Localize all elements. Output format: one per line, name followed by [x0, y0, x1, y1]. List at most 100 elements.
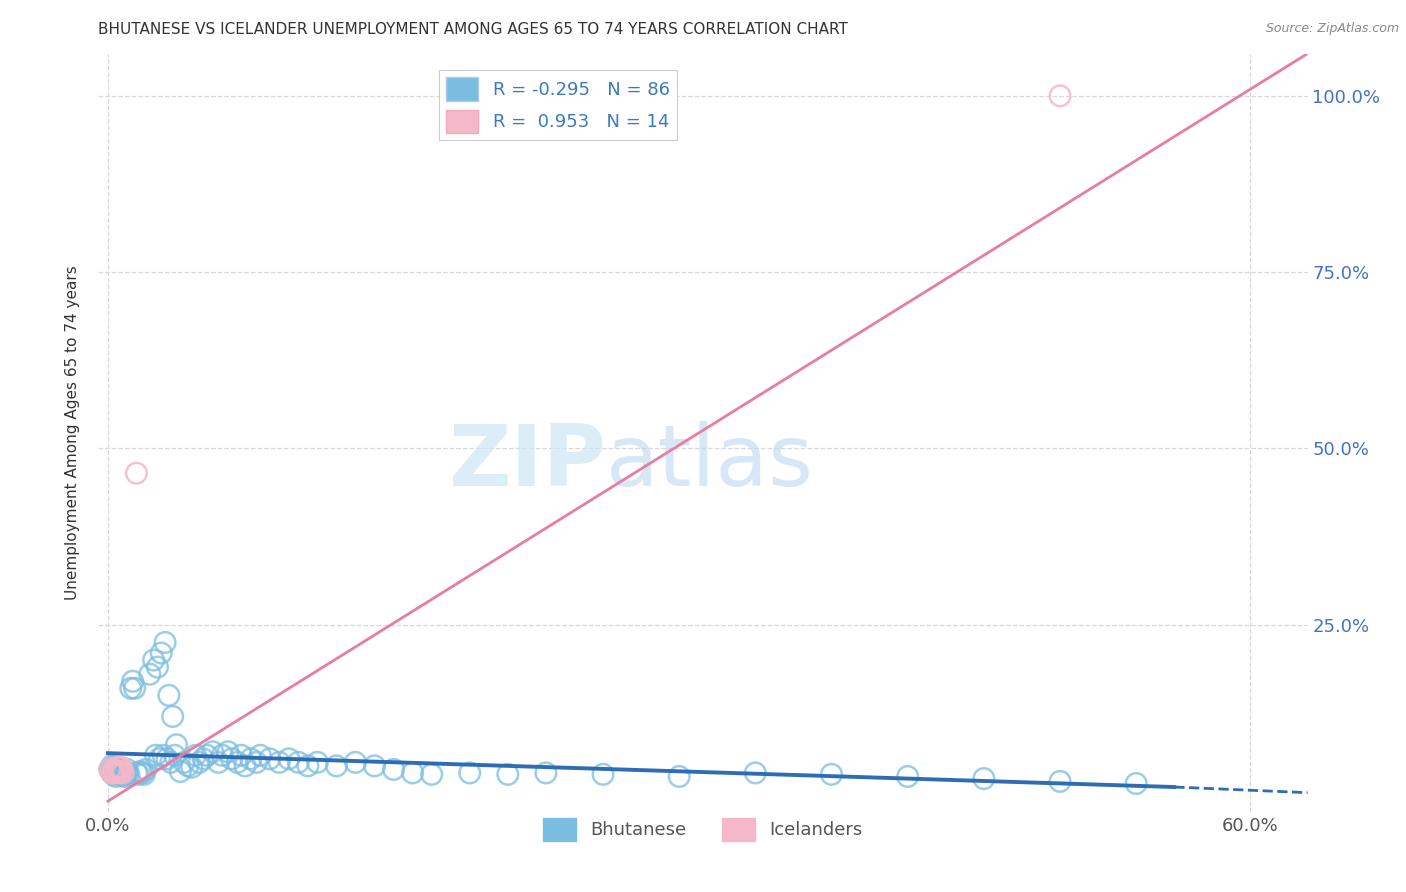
Point	[169, 764, 191, 779]
Point	[104, 769, 127, 783]
Point	[287, 756, 309, 770]
Point	[1125, 776, 1147, 790]
Point	[112, 766, 135, 780]
Point	[150, 646, 173, 660]
Point	[156, 752, 179, 766]
Point	[188, 756, 211, 770]
Point	[103, 766, 125, 780]
Point	[269, 756, 291, 770]
Point	[325, 759, 347, 773]
Point	[152, 748, 174, 763]
Point	[363, 759, 385, 773]
Point	[180, 760, 202, 774]
Point	[142, 653, 165, 667]
Point	[104, 766, 127, 780]
Point	[139, 667, 162, 681]
Point	[496, 767, 519, 781]
Point	[103, 764, 125, 779]
Point	[820, 767, 842, 781]
Point	[118, 767, 141, 781]
Point	[100, 766, 122, 780]
Point	[382, 763, 405, 777]
Point	[107, 767, 129, 781]
Point	[173, 756, 195, 770]
Point	[131, 766, 153, 780]
Point	[184, 748, 207, 763]
Point	[112, 769, 135, 783]
Point	[145, 748, 167, 763]
Point	[135, 763, 157, 777]
Point	[668, 769, 690, 783]
Point	[973, 772, 995, 786]
Point	[134, 767, 156, 781]
Point	[129, 764, 152, 779]
Point	[121, 674, 143, 689]
Point	[297, 759, 319, 773]
Point	[103, 760, 125, 774]
Point	[107, 764, 129, 779]
Point	[104, 763, 127, 777]
Point	[162, 709, 184, 723]
Point	[115, 766, 138, 780]
Point	[191, 752, 214, 766]
Point	[146, 660, 169, 674]
Point	[211, 748, 233, 763]
Legend: Bhutanese, Icelanders: Bhutanese, Icelanders	[536, 811, 870, 848]
Point	[98, 763, 121, 777]
Point	[221, 752, 243, 766]
Point	[107, 760, 129, 774]
Text: ZIP: ZIP	[449, 421, 606, 505]
Point	[239, 752, 262, 766]
Point	[233, 759, 256, 773]
Point	[98, 763, 121, 777]
Point	[125, 466, 148, 480]
Point	[420, 767, 443, 781]
Point	[1049, 774, 1071, 789]
Text: Source: ZipAtlas.com: Source: ZipAtlas.com	[1265, 22, 1399, 36]
Point	[110, 764, 132, 779]
Point	[112, 766, 135, 780]
Point	[110, 767, 132, 781]
Point	[114, 769, 136, 783]
Point	[108, 766, 131, 780]
Point	[163, 748, 186, 763]
Point	[592, 767, 614, 781]
Point	[166, 738, 188, 752]
Point	[125, 766, 148, 780]
Point	[108, 760, 131, 774]
Point	[110, 760, 132, 774]
Point	[195, 748, 218, 763]
Point	[534, 766, 557, 780]
Point	[201, 745, 224, 759]
Point	[207, 756, 229, 770]
Point	[1049, 88, 1071, 103]
Point	[100, 766, 122, 780]
Point	[115, 763, 138, 777]
Point	[401, 766, 423, 780]
Point	[744, 766, 766, 780]
Point	[127, 767, 149, 781]
Point	[110, 764, 132, 779]
Point	[114, 767, 136, 781]
Point	[103, 763, 125, 777]
Point	[217, 745, 239, 759]
Y-axis label: Unemployment Among Ages 65 to 74 years: Unemployment Among Ages 65 to 74 years	[65, 265, 80, 600]
Point	[277, 752, 299, 766]
Point	[245, 756, 267, 770]
Point	[259, 752, 281, 766]
Point	[159, 756, 181, 770]
Point	[897, 769, 920, 783]
Point	[226, 756, 249, 770]
Point	[458, 766, 481, 780]
Point	[344, 756, 367, 770]
Point	[157, 689, 180, 703]
Text: BHUTANESE VS ICELANDER UNEMPLOYMENT AMONG AGES 65 TO 74 YEARS CORRELATION CHART: BHUTANESE VS ICELANDER UNEMPLOYMENT AMON…	[98, 22, 848, 37]
Point	[249, 748, 271, 763]
Text: atlas: atlas	[606, 421, 814, 505]
Point	[124, 681, 146, 696]
Point	[103, 767, 125, 781]
Point	[231, 748, 253, 763]
Point	[153, 635, 176, 649]
Point	[307, 756, 329, 770]
Point	[107, 764, 129, 779]
